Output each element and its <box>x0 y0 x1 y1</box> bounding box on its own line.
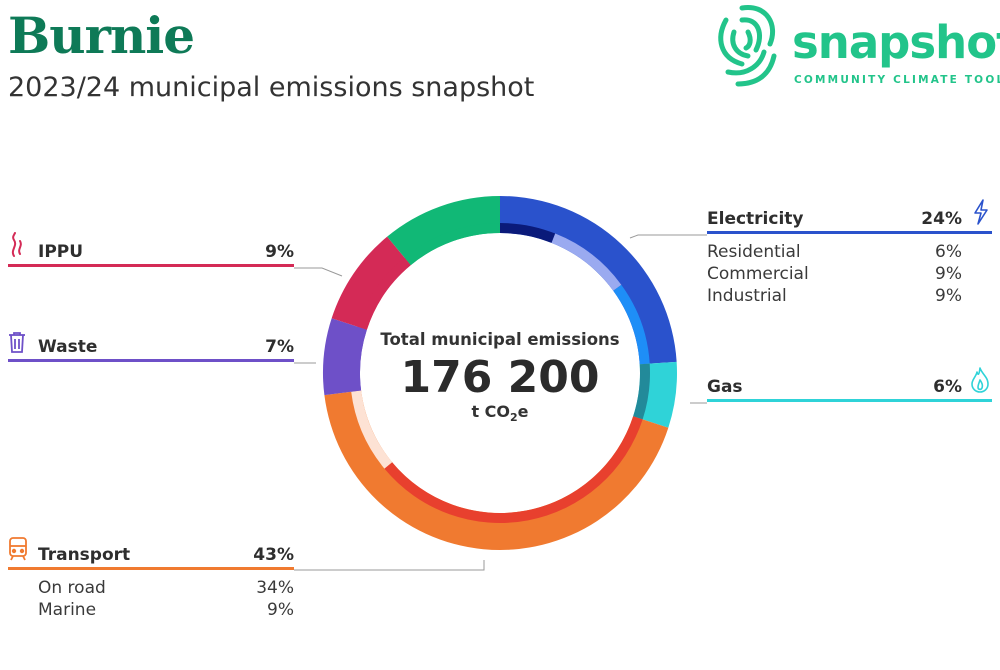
total-value: 176 200 <box>400 352 600 403</box>
inner-slice-other <box>404 223 500 266</box>
subcategory-commercial-pct: 9% <box>935 264 962 284</box>
category-electricity-name: Electricity <box>707 209 804 229</box>
category-waste-pct: 7% <box>265 337 294 357</box>
category-transport-pct: 43% <box>253 545 294 565</box>
category-transport-name: Transport <box>38 545 131 565</box>
logo-tagline: COMMUNITY CLIMATE TOOL <box>794 74 1000 86</box>
outer-slice-ippu <box>331 236 411 330</box>
outer-slice-other <box>387 196 500 266</box>
flame-icon <box>970 367 990 398</box>
leader-line-ippu <box>294 267 343 277</box>
category-electricity-pct: 24% <box>921 209 962 229</box>
city-title: Burnie <box>8 6 195 65</box>
subcategory-industrial-name: Industrial <box>707 286 787 306</box>
page-subtitle: 2023/24 municipal emissions snapshot <box>8 72 535 103</box>
category-ippu-name: IPPU <box>38 242 84 262</box>
leader-line-transport <box>294 560 485 571</box>
category-gas-name: Gas <box>707 377 743 397</box>
category-ippu-pct: 9% <box>265 242 294 262</box>
subcategory-on-road-pct: 34% <box>256 578 294 598</box>
logo-wordmark: snapshot <box>792 16 1000 69</box>
inner-slice-waste <box>350 326 367 392</box>
inner-slice-marine <box>351 390 393 469</box>
subcategory-commercial: Commercial 9% <box>707 264 962 286</box>
inner-slice-ippu <box>357 257 411 330</box>
total-unit: t CO2e <box>471 402 529 425</box>
inner-slice-commercial <box>551 233 622 291</box>
subcategory-on-road: On road 34% <box>38 578 294 600</box>
category-ippu[interactable]: IPPU 9% <box>8 232 294 267</box>
subcategory-marine-name: Marine <box>38 600 97 620</box>
subcategory-industrial: Industrial 9% <box>707 286 962 308</box>
snapshot-logo[interactable]: snapshot COMMUNITY CLIMATE TOOL <box>712 0 1000 92</box>
inner-slice-industrial <box>613 284 650 365</box>
subcategory-marine: Marine 9% <box>38 600 294 622</box>
category-waste[interactable]: Waste 7% <box>8 332 294 362</box>
subcategory-residential-pct: 6% <box>935 242 962 262</box>
fingerprint-icon <box>718 5 777 87</box>
subcategory-industrial-pct: 9% <box>935 286 962 306</box>
category-gas[interactable]: Gas 6% <box>707 367 992 402</box>
inner-slice-residential <box>500 223 556 243</box>
category-electricity[interactable]: Electricity 24% <box>707 199 992 234</box>
smoke-icon <box>8 232 26 263</box>
trash-bin-icon <box>8 331 26 358</box>
subcategory-marine-pct: 9% <box>267 600 294 620</box>
category-transport[interactable]: Transport 43% <box>8 537 294 570</box>
category-waste-name: Waste <box>38 337 98 357</box>
inner-slice-gas <box>633 363 650 420</box>
subcategory-on-road-name: On road <box>38 578 106 598</box>
inner-slice-on-road <box>384 416 643 523</box>
train-icon <box>8 537 28 566</box>
subcategory-residential: Residential 6% <box>707 242 962 264</box>
total-label: Total municipal emissions <box>380 330 620 349</box>
subcategory-commercial-name: Commercial <box>707 264 809 284</box>
lightning-icon <box>972 199 990 230</box>
category-gas-pct: 6% <box>933 377 962 397</box>
outer-slice-transport <box>324 390 669 550</box>
subcategory-residential-name: Residential <box>707 242 801 262</box>
leader-line-electricity <box>629 234 707 239</box>
